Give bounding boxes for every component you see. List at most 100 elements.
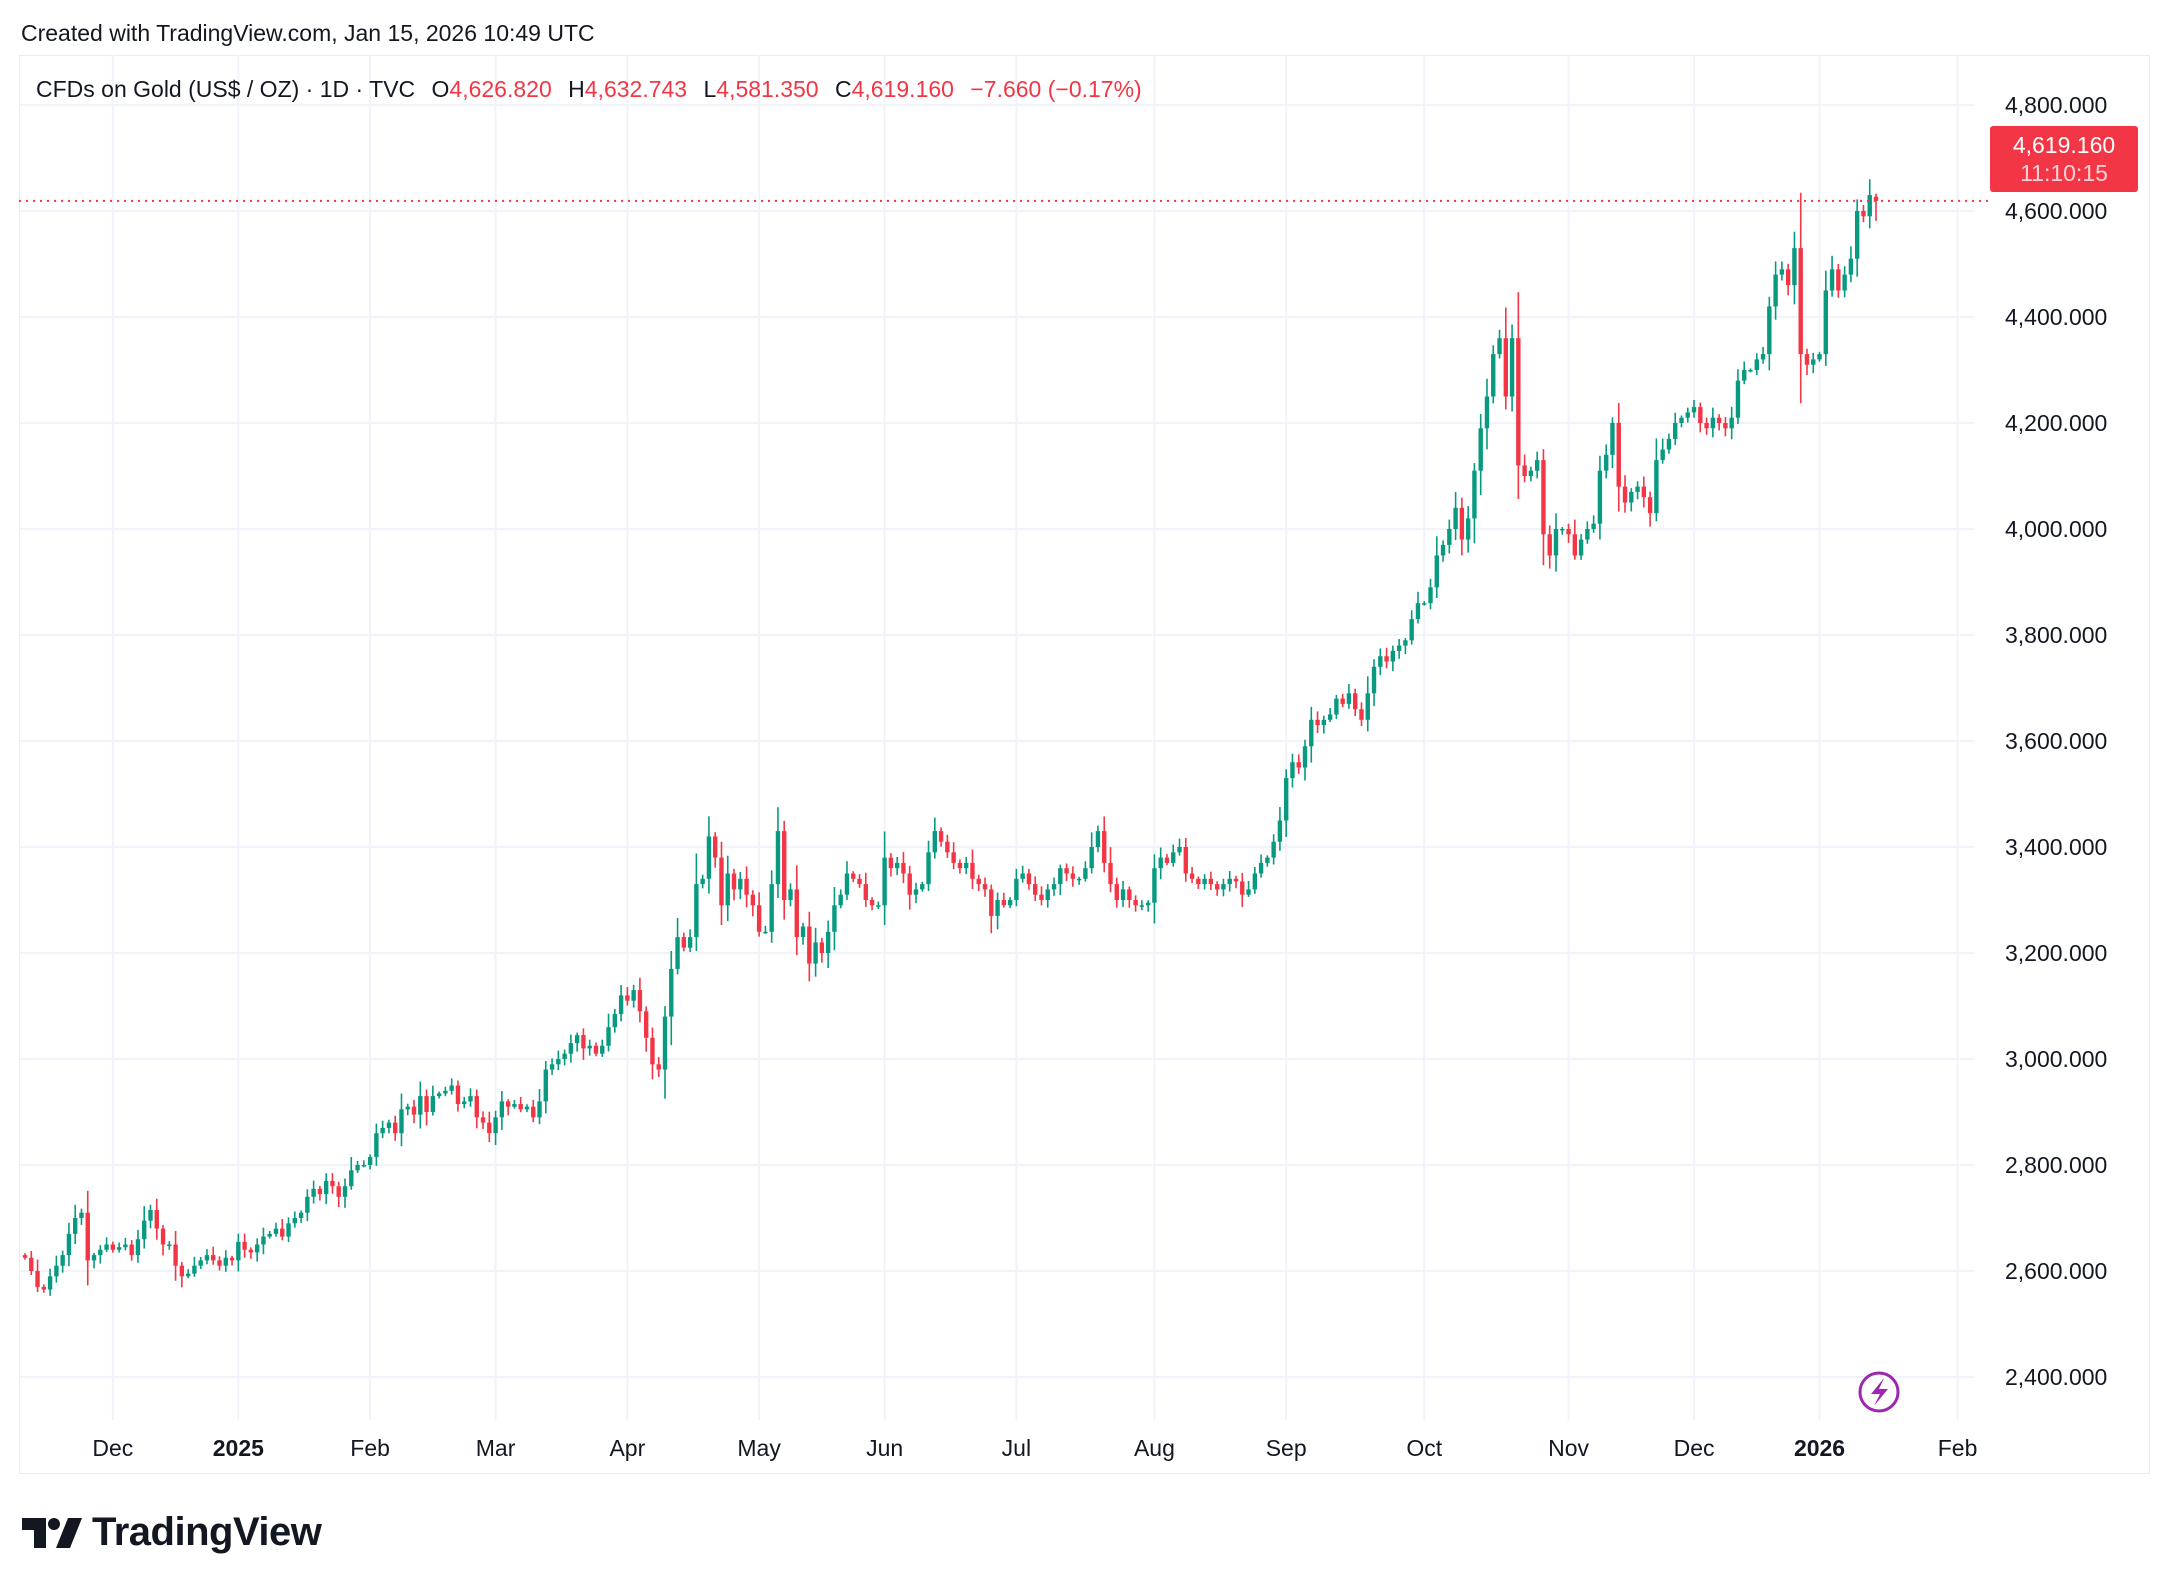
candle-body bbox=[85, 1212, 90, 1261]
candle-body bbox=[957, 862, 963, 869]
candle bbox=[1233, 875, 1239, 889]
candle-body bbox=[606, 1027, 611, 1046]
candle-body bbox=[618, 995, 624, 1014]
high-value: 4,632.743 bbox=[584, 76, 688, 102]
candle bbox=[574, 1032, 580, 1052]
candle bbox=[1033, 876, 1038, 901]
candle bbox=[1171, 844, 1176, 867]
tradingview-logo[interactable]: TradingView bbox=[22, 1510, 322, 1555]
candle-body bbox=[248, 1249, 254, 1253]
candle bbox=[813, 927, 818, 977]
candle bbox=[706, 816, 712, 894]
candle bbox=[1371, 659, 1377, 707]
candle-body bbox=[1145, 902, 1151, 906]
candle bbox=[317, 1185, 323, 1201]
ohlc-legend: CFDs on Gold (US$ / OZ) · 1D · TVC O4,62… bbox=[36, 76, 1142, 103]
candle-body bbox=[1440, 544, 1446, 556]
candles bbox=[22, 179, 1879, 1296]
candle bbox=[1378, 648, 1383, 676]
candle bbox=[1641, 476, 1647, 508]
candle-body bbox=[1541, 460, 1546, 535]
candle bbox=[869, 897, 875, 911]
candle bbox=[593, 1042, 599, 1057]
candle-body bbox=[1076, 878, 1082, 881]
candle bbox=[568, 1034, 574, 1063]
candle-body bbox=[1817, 354, 1822, 360]
candle bbox=[1158, 847, 1163, 880]
candle bbox=[1472, 463, 1477, 544]
candle bbox=[1265, 855, 1270, 867]
candle bbox=[1334, 695, 1339, 719]
candle-body bbox=[1114, 884, 1119, 900]
candle-body bbox=[229, 1257, 235, 1261]
candle bbox=[1685, 407, 1690, 423]
candle bbox=[1064, 863, 1069, 881]
candle bbox=[1183, 838, 1188, 882]
time-tick-label: 2026 bbox=[1794, 1435, 1845, 1461]
candle-body bbox=[367, 1157, 373, 1165]
candle bbox=[1403, 638, 1408, 655]
candle-body bbox=[468, 1096, 473, 1102]
candle-body bbox=[1183, 847, 1188, 874]
candle-body bbox=[1811, 359, 1816, 365]
candle-body bbox=[217, 1260, 222, 1266]
candle bbox=[963, 856, 969, 875]
candle bbox=[694, 853, 699, 952]
candle bbox=[1208, 871, 1214, 890]
candle-body bbox=[154, 1210, 159, 1229]
candle bbox=[788, 883, 793, 907]
candle-body bbox=[1177, 847, 1182, 853]
candle-body bbox=[167, 1244, 172, 1246]
candle bbox=[945, 834, 950, 858]
candle-body bbox=[342, 1186, 348, 1197]
candle bbox=[167, 1241, 172, 1250]
candle bbox=[894, 856, 900, 876]
candle bbox=[185, 1269, 191, 1279]
candle-body bbox=[1252, 873, 1258, 890]
candle-body bbox=[1102, 831, 1107, 863]
candle bbox=[763, 925, 768, 934]
candle bbox=[305, 1189, 310, 1222]
candle-body bbox=[135, 1239, 141, 1256]
candle bbox=[1001, 892, 1007, 908]
candle bbox=[349, 1156, 354, 1190]
candle bbox=[361, 1160, 367, 1168]
candle-body bbox=[1823, 290, 1828, 355]
candle bbox=[844, 861, 850, 900]
price-tick-label: 2,400.000 bbox=[2005, 1364, 2107, 1390]
candle bbox=[342, 1178, 348, 1208]
candle-body bbox=[1271, 841, 1276, 858]
candle-body bbox=[1459, 507, 1465, 540]
candle bbox=[1133, 895, 1138, 912]
candle-body bbox=[1641, 486, 1647, 498]
candle bbox=[1127, 886, 1132, 908]
candle bbox=[970, 849, 975, 889]
candle-body bbox=[1629, 491, 1634, 503]
candle-body bbox=[1516, 338, 1521, 466]
candle bbox=[1227, 871, 1232, 892]
candle bbox=[1045, 884, 1050, 908]
candle-body bbox=[1296, 762, 1301, 768]
candle-body bbox=[1108, 862, 1113, 885]
candle bbox=[700, 874, 705, 889]
candle-body bbox=[286, 1223, 291, 1237]
candle bbox=[725, 855, 730, 922]
candle-body bbox=[825, 931, 831, 953]
lightning-circle-icon[interactable] bbox=[1858, 1371, 1900, 1413]
close-label: C bbox=[835, 76, 852, 102]
price-tick-label: 4,600.000 bbox=[2005, 198, 2107, 224]
candle bbox=[192, 1256, 197, 1277]
candle bbox=[1873, 193, 1879, 221]
candle-body bbox=[1189, 873, 1195, 879]
candle-body bbox=[1453, 507, 1458, 529]
candle bbox=[1177, 838, 1182, 856]
price-tag-value: 4,619.160 bbox=[2013, 132, 2115, 158]
candle bbox=[198, 1256, 203, 1269]
candle-body bbox=[242, 1241, 247, 1250]
candle bbox=[104, 1237, 109, 1253]
candle bbox=[1829, 255, 1835, 297]
candle bbox=[1277, 807, 1283, 851]
candle-body bbox=[418, 1096, 423, 1115]
time-tick-label: Mar bbox=[476, 1435, 516, 1461]
